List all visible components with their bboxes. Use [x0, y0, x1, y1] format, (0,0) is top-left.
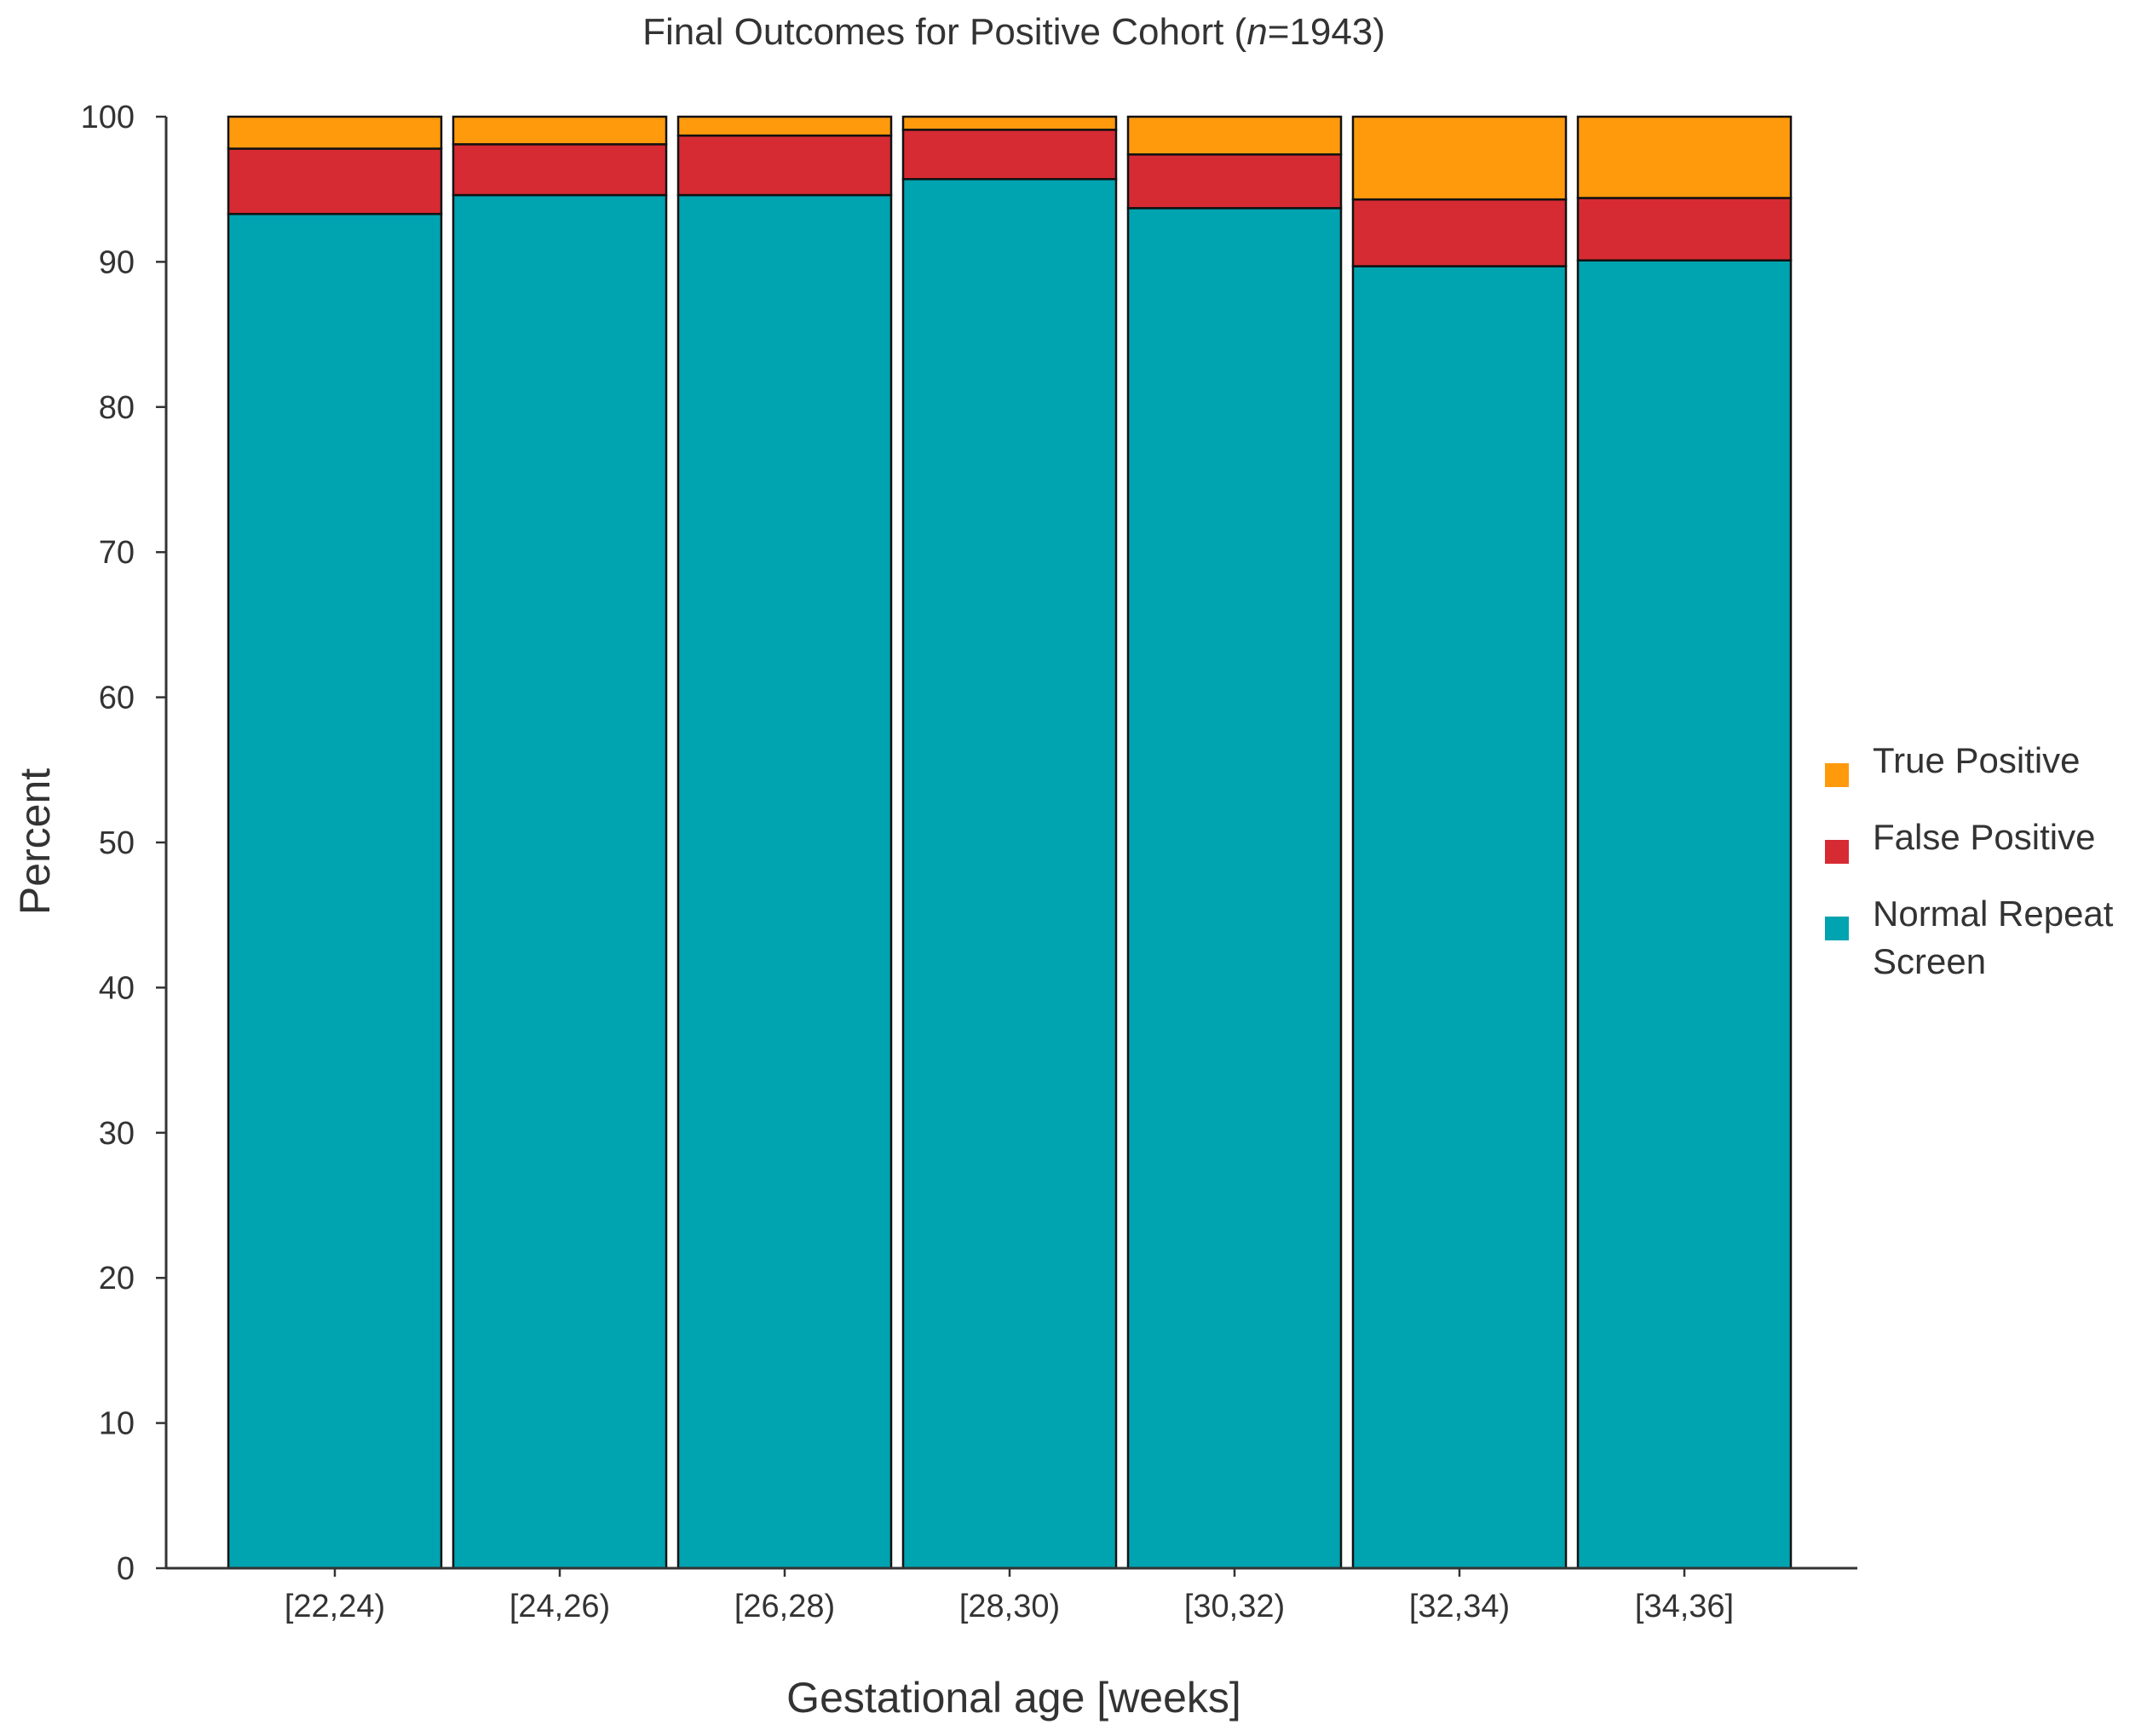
legend-swatch-2: [1825, 917, 1849, 940]
y-tick-label: 70: [99, 535, 135, 571]
x-tick-label: [32,34): [1409, 1589, 1510, 1624]
bar-segment-true-positive-5: [1351, 115, 1568, 201]
chart-title: Final Outcomes for Positive Cohort (n=19…: [642, 11, 1385, 53]
legend-swatch-1: [1825, 840, 1849, 864]
y-tick-label: 30: [99, 1116, 135, 1152]
x-axis-label: Gestational age [weeks]: [786, 1674, 1241, 1722]
legend-label-0: True Positive: [1873, 740, 2081, 780]
y-tick-label: 90: [99, 244, 135, 280]
x-tick-label: [34,36]: [1635, 1589, 1734, 1624]
bar-segment-false-positive-6: [1576, 197, 1793, 262]
y-tick-label: 60: [99, 681, 135, 716]
bar-segment-false-positive-4: [1126, 153, 1343, 210]
bar-segment-true-positive-4: [1126, 115, 1343, 156]
y-tick-label: 100: [81, 100, 135, 135]
y-axis-label: Percent: [11, 768, 59, 915]
bar-segment-false-positive-3: [901, 129, 1118, 181]
legend-label-2: Normal Repeat: [1873, 894, 2114, 934]
bar-segment-false-positive-2: [676, 134, 893, 197]
legend-label-2-line1: Screen: [1873, 941, 1986, 981]
bar-segment-false-positive-1: [452, 143, 668, 197]
y-tick-label: 20: [99, 1261, 135, 1296]
bar-segment-true-positive-6: [1576, 115, 1793, 199]
x-tick-label: [28,30): [959, 1589, 1060, 1624]
bar-segment-true-positive-1: [452, 115, 668, 146]
y-tick-label: 0: [117, 1551, 135, 1587]
bar-segment-true-positive-3: [901, 115, 1118, 131]
x-tick-label: [24,26): [509, 1589, 610, 1624]
bar-segment-normal-repeat-screen-5: [1351, 265, 1568, 1570]
bar-segment-normal-repeat-screen-0: [227, 212, 443, 1570]
x-tick-label: [22,24): [285, 1589, 385, 1624]
x-tick-label: [30,32): [1184, 1589, 1285, 1624]
bar-segment-true-positive-2: [676, 115, 893, 137]
legend-swatch-0: [1825, 763, 1849, 787]
x-tick-label: [26,28): [734, 1589, 835, 1624]
bars-group: [227, 115, 1793, 1570]
bar-segment-normal-repeat-screen-1: [452, 193, 668, 1570]
legend: True Positive False Positive Normal Repeat…: [1825, 740, 2114, 981]
axes-group: [22,24) [24,26) [26,28) [28,30) [30,32) [32,3…: [81, 100, 1857, 1624]
y-tick-label: 80: [99, 390, 135, 426]
bar-segment-normal-repeat-screen-4: [1126, 207, 1343, 1570]
bar-segment-normal-repeat-screen-2: [676, 193, 893, 1570]
bar-segment-true-positive-0: [227, 115, 443, 150]
legend-label-1: False Positive: [1873, 817, 2095, 857]
y-tick-label: 40: [99, 970, 135, 1006]
bar-segment-normal-repeat-screen-6: [1576, 259, 1793, 1570]
bar-segment-normal-repeat-screen-3: [901, 178, 1118, 1570]
y-tick-label: 10: [99, 1406, 135, 1442]
bar-segment-false-positive-5: [1351, 198, 1568, 267]
bar-segment-false-positive-0: [227, 147, 443, 216]
y-tick-label: 50: [99, 825, 135, 861]
